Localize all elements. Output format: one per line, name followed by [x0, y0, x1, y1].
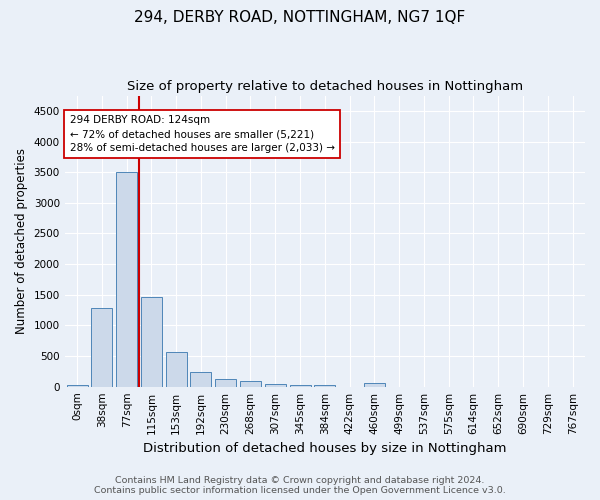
Bar [116, 172, 137, 386]
Bar [215, 378, 236, 386]
Bar [141, 297, 162, 386]
Bar [240, 382, 261, 386]
Text: Contains HM Land Registry data © Crown copyright and database right 2024.
Contai: Contains HM Land Registry data © Crown c… [94, 476, 506, 495]
X-axis label: Distribution of detached houses by size in Nottingham: Distribution of detached houses by size … [143, 442, 506, 455]
Bar [364, 384, 385, 386]
Y-axis label: Number of detached properties: Number of detached properties [15, 148, 28, 334]
Bar [265, 384, 286, 386]
Text: 294, DERBY ROAD, NOTTINGHAM, NG7 1QF: 294, DERBY ROAD, NOTTINGHAM, NG7 1QF [134, 10, 466, 25]
Bar [166, 352, 187, 386]
Bar [91, 308, 112, 386]
Bar [67, 385, 88, 386]
Text: 294 DERBY ROAD: 124sqm
← 72% of detached houses are smaller (5,221)
28% of semi-: 294 DERBY ROAD: 124sqm ← 72% of detached… [70, 115, 335, 153]
Bar [314, 384, 335, 386]
Bar [190, 372, 211, 386]
Title: Size of property relative to detached houses in Nottingham: Size of property relative to detached ho… [127, 80, 523, 93]
